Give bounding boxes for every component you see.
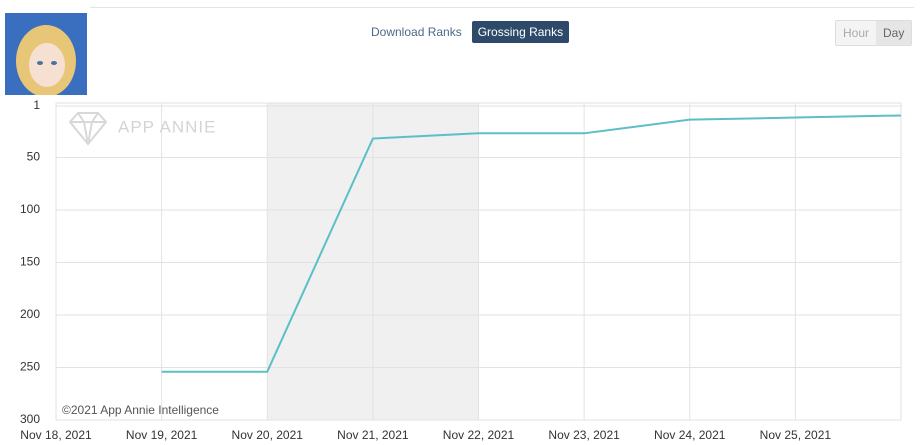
x-tick-label: Nov 23, 2021: [548, 428, 620, 442]
x-tick-label: Nov 21, 2021: [337, 428, 409, 442]
watermark-text: APP ANNIE: [118, 117, 216, 136]
copyright: ©2021 App Annie Intelligence: [62, 403, 219, 417]
rank-tab[interactable]: Download Ranks: [365, 21, 468, 43]
x-tick-label: Nov 24, 2021: [654, 428, 726, 442]
divider: [90, 7, 914, 8]
rank-tab[interactable]: Grossing Ranks: [471, 21, 570, 43]
x-tick-label: Nov 18, 2021: [20, 428, 92, 442]
granularity: Hour Day: [835, 20, 913, 46]
x-tick-label: Nov 22, 2021: [443, 428, 515, 442]
y-tick-label: 1: [33, 98, 40, 112]
y-tick-label: 100: [20, 202, 40, 216]
granularity-button[interactable]: Day: [876, 21, 912, 45]
x-tick-label: Nov 19, 2021: [126, 428, 198, 442]
x-tick-label: Nov 20, 2021: [232, 428, 304, 442]
watermark-logo: [68, 112, 108, 146]
rank-line: [161, 114, 902, 373]
rank-tabs: Download Ranks Grossing Ranks: [365, 21, 570, 43]
y-tick-label: 300: [20, 412, 40, 426]
app-icon: [5, 13, 87, 95]
watermark: APP ANNIE: [68, 112, 216, 146]
y-tick-label: 150: [20, 255, 40, 269]
granularity-button[interactable]: Hour: [836, 21, 877, 45]
y-tick-label: 50: [27, 150, 41, 164]
x-tick-label: Nov 25, 2021: [760, 428, 832, 442]
y-tick-label: 200: [20, 307, 40, 321]
y-tick-label: 250: [20, 360, 40, 374]
